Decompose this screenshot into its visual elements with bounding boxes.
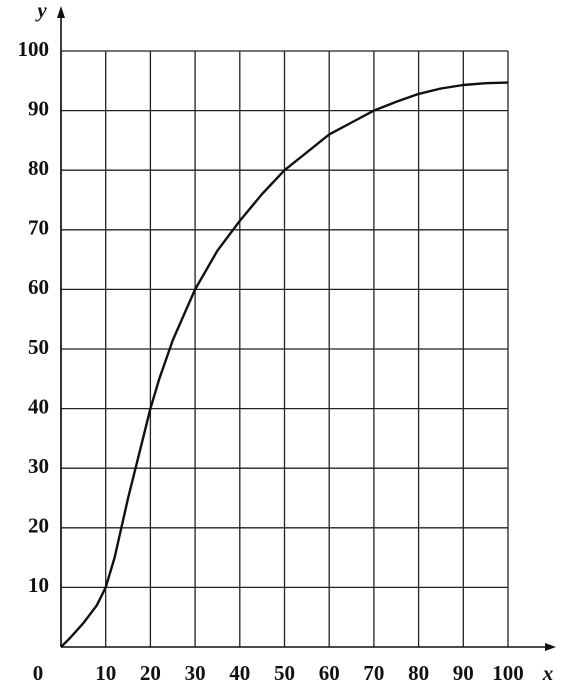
x-tick-label: 0 bbox=[33, 661, 44, 685]
x-tick-label: 90 bbox=[453, 661, 474, 685]
x-tick-label: 30 bbox=[185, 661, 206, 685]
y-tick-label: 20 bbox=[28, 514, 49, 538]
y-axis-label: y bbox=[34, 0, 47, 22]
y-tick-label: 80 bbox=[28, 156, 49, 180]
x-arrow bbox=[545, 643, 556, 651]
x-tick-label: 60 bbox=[319, 661, 340, 685]
x-tick-label: 50 bbox=[274, 661, 295, 685]
x-tick-label: 80 bbox=[408, 661, 429, 685]
line bbox=[60, 81, 509, 648]
x-tick-label: 100 bbox=[492, 661, 524, 685]
x-tick-label: 20 bbox=[140, 661, 161, 685]
y-arrow bbox=[57, 6, 65, 18]
y-tick-label: 70 bbox=[28, 216, 49, 240]
y-tick-label: 90 bbox=[28, 96, 49, 120]
y-tick-label: 10 bbox=[28, 573, 49, 597]
x-tick-label: 70 bbox=[363, 661, 384, 685]
y-tick-label: 50 bbox=[28, 335, 49, 359]
x-axis-label: x bbox=[542, 661, 554, 685]
y-tick-label: 100 bbox=[18, 37, 50, 61]
x-tick-label: 40 bbox=[229, 661, 250, 685]
x-tick-label: 10 bbox=[95, 661, 116, 685]
y-tick-label: 40 bbox=[28, 394, 49, 418]
y-tick-label: 60 bbox=[28, 275, 49, 299]
y-tick-label: 30 bbox=[28, 454, 49, 478]
